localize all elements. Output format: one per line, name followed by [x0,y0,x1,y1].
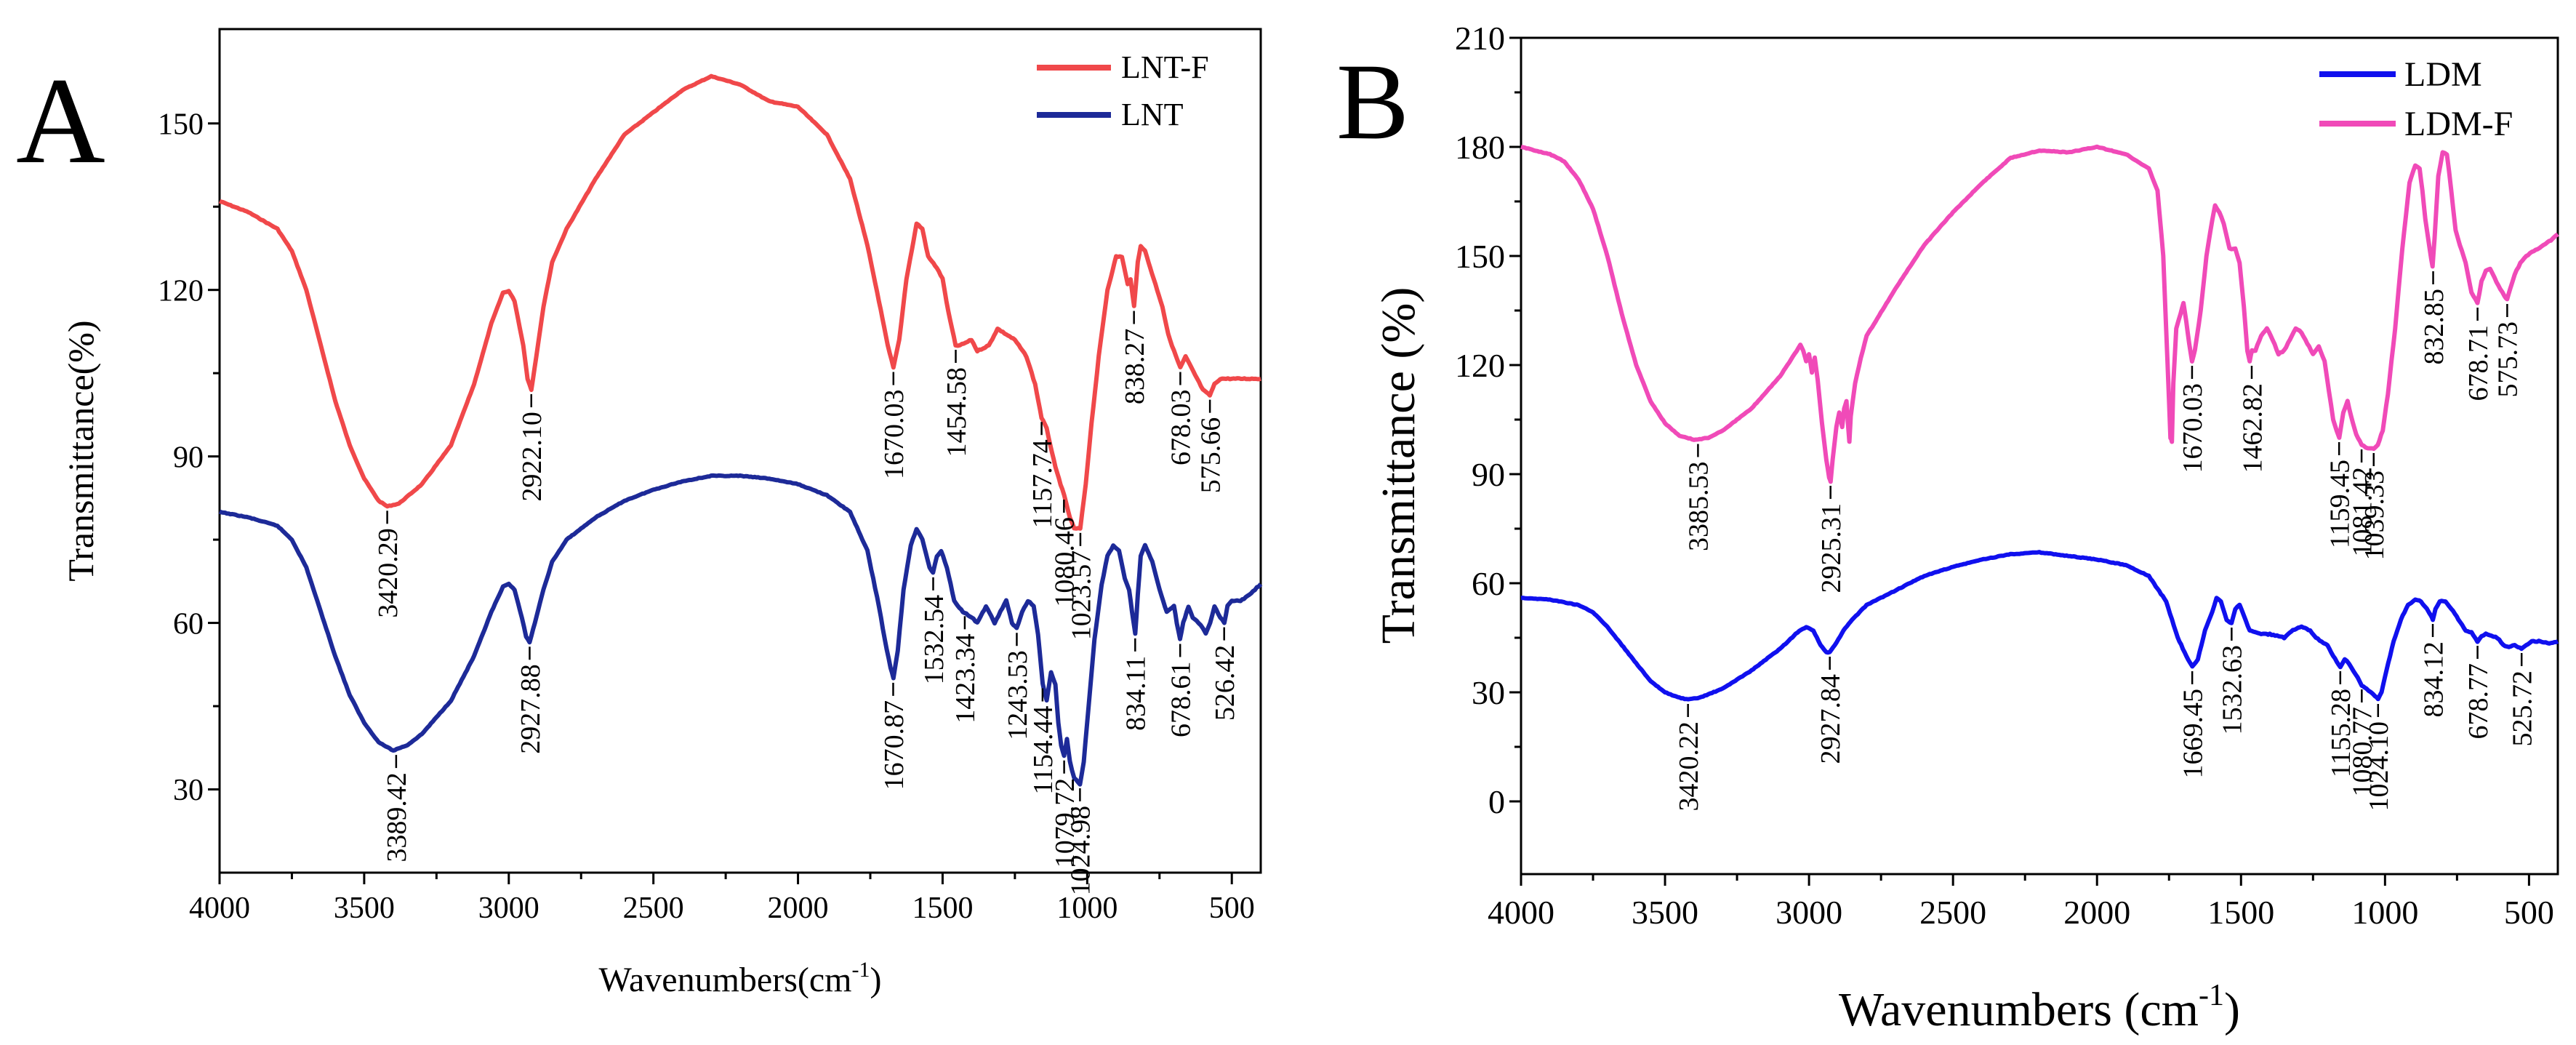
peak-label: 1454.58 [942,367,972,457]
peak-label: 1670.03 [879,390,910,480]
x-tick-label-a: 500 [1209,892,1255,925]
x-tick-label-b: 2000 [2063,894,2130,931]
axis-ticks-a: 4000 3500 3000 2500 2000 1500 1000 500 30 60 90 120… [158,108,1255,925]
x-tick-label-b: 3500 [1632,894,1698,931]
peak-label: 1080.46 [1050,517,1080,607]
peak-label: 3389.42 [382,772,412,862]
y-tick-label-b: 120 [1455,347,1505,384]
y-axis-title-b: Transmittance (%) [1372,287,1425,644]
x-axis-title-a: Wavenumbers(cm-1) [599,958,882,999]
peak-label: 1670.03 [2178,383,2208,473]
peak-label: 1081.42 [2347,467,2378,557]
series-line-lnt [218,473,1263,787]
peak-annotations-b: 3420.22 2927.84 1669.45 1532.63 1155.281080.… [1674,271,2538,812]
peak-label: 1154.44 [1028,706,1059,795]
legend-label-ldm-f: LDM-F [2404,105,2513,143]
series-lines-a [218,73,1263,787]
peak-label: 1080.77 [2348,707,2378,797]
panel-label-b: B [1336,41,1409,162]
peak-label: 1532.63 [2218,645,2248,735]
x-tick-label-a: 4000 [189,892,250,925]
y-tick-label-b: 0 [1488,783,1505,820]
peak-label: 1423.34 [950,633,981,724]
peak-label: 1024.98 [1066,806,1096,896]
x-tick-label-b: 2500 [1919,894,1986,931]
peak-label: 1079.72 [1050,778,1080,868]
peak-label: 834.12 [2418,641,2449,718]
peak-label: 1532.54 [919,595,950,685]
peak-label: 1157.74 [1027,439,1058,528]
peak-label: 1155.28 [2326,689,2356,777]
x-tick-label-a: 3500 [334,892,395,925]
x-tick-label-b: 3000 [1775,894,1842,931]
peak-label: 526.42 [1210,645,1240,721]
y-tick-label-b: 150 [1455,238,1505,275]
y-tick-label-a: 150 [158,108,204,141]
y-tick-label-a: 120 [158,274,204,308]
peak-label: 678.61 [1166,662,1197,738]
peak-label: 1670.87 [879,700,910,790]
y-tick-label-a: 90 [173,441,204,474]
legend-label-ldm: LDM [2404,55,2482,94]
x-tick-label-b: 1000 [2351,894,2418,931]
y-axis-title-a: Transmittance(%) [60,320,101,581]
y-tick-label-a: 60 [173,607,204,641]
plot-frame-a [218,28,1262,874]
x-tick-label-a: 2000 [768,892,829,925]
x-tick-label-b: 500 [2504,894,2554,931]
peak-label: 3420.29 [373,528,404,618]
legend-label-lnt: LNT [1121,97,1184,132]
x-tick-label-a: 1000 [1056,892,1118,925]
x-tick-label-a: 3000 [478,892,539,925]
legend-b: LDM LDM-F [2319,55,2513,143]
series-line-ldm-f [1520,144,2559,484]
peak-label: 678.77 [2463,663,2494,740]
x-tick-label-b: 4000 [1488,894,1554,931]
peak-label: 3420.22 [1674,721,1704,812]
peak-label: 2922.10 [517,412,547,502]
axis-ticks-b: 4000 3500 3000 2500 2000 1500 1000 500 0 30 60 90 12… [1455,20,2554,931]
y-tick-label-b: 180 [1455,129,1505,166]
peak-label: 2927.88 [515,664,546,754]
peak-label: 575.66 [1195,417,1226,494]
peak-label: 678.03 [1166,390,1197,466]
panel-label-a: A [16,52,105,189]
x-tick-label-a: 2500 [623,892,684,925]
legend-label-lnt-f: LNT-F [1121,49,1209,85]
peak-label: 3385.53 [1684,462,1714,552]
y-tick-label-b: 90 [1472,456,1505,493]
series-line-lnt-f [218,73,1261,531]
y-tick-label-a: 30 [173,774,204,807]
peak-label: 2925.31 [1816,503,1847,593]
x-tick-label-b: 1500 [2207,894,2274,931]
peak-label: 838.27 [1120,329,1150,404]
peak-label: 678.71 [2463,325,2494,401]
y-tick-label-b: 60 [1472,565,1505,602]
peak-label: 525.72 [2508,670,2538,747]
peak-label: 1024.10 [2364,721,2394,812]
peak-label: 1462.82 [2237,383,2268,473]
peak-label: 1243.53 [1003,650,1033,740]
series-line-ldm [1520,550,2559,702]
peak-label: 575.73 [2493,321,2524,398]
series-lines-b [1520,144,2559,702]
y-tick-label-b: 30 [1472,674,1505,711]
peak-label: 834.11 [1121,656,1152,731]
panel-b: B 4000 3500 3000 2500 2000 1500 1000 500 0 30 60 90… [1336,20,2559,1036]
peak-annotations-a: 3420.29 2922.10 1670.03 1454.58 1157.741080.… [373,311,1240,896]
panel-a: A 4000 3500 3000 2500 2000 1500 1000 500 30 60 90 1… [16,28,1263,999]
peak-label: 1039.33 [2359,471,2390,561]
x-axis-title-b: Wavenumbers (cm-1) [1839,979,2240,1036]
peak-label: 832.85 [2419,289,2449,365]
peak-label: 2927.84 [1815,674,1846,764]
peak-label: 1669.45 [2178,689,2209,779]
legend-a: LNT-F LNT [1037,49,1209,132]
y-tick-label-b: 210 [1455,20,1505,57]
plot-frame-b [1520,36,2559,876]
peak-label: 1023.57 [1066,550,1096,641]
x-tick-label-a: 1500 [912,892,973,925]
peak-label: 1159.45 [2325,460,2356,548]
